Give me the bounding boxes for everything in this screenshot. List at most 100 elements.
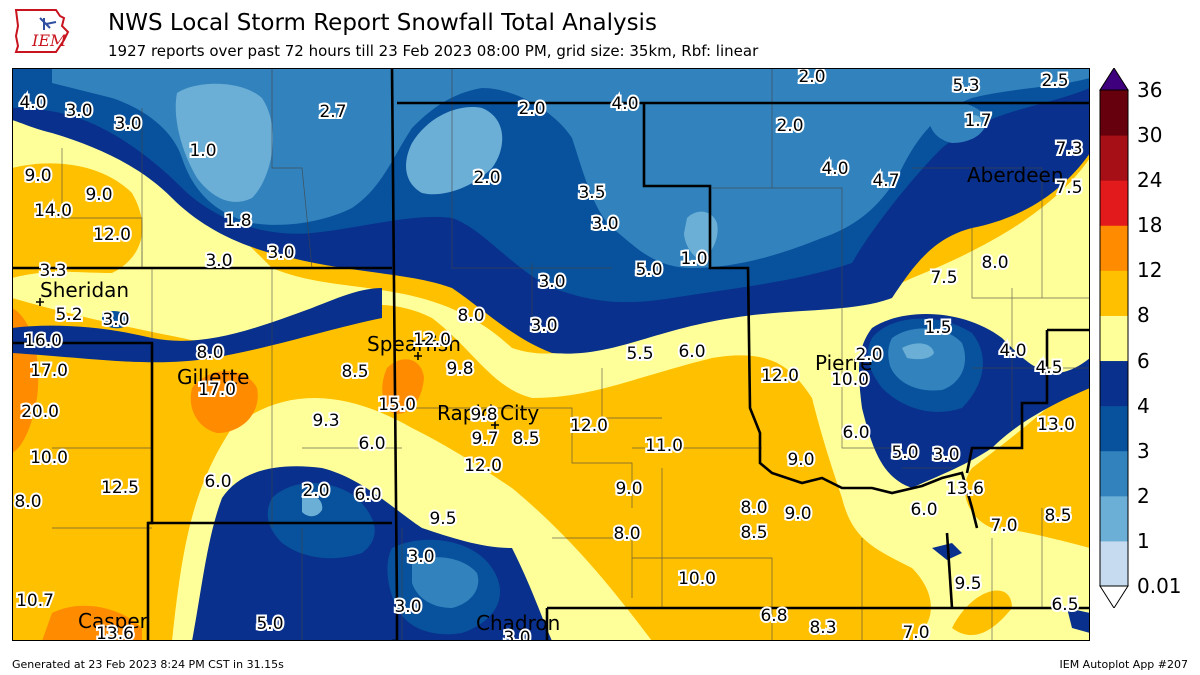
contour-label: 12.0	[413, 330, 451, 350]
contour-label: 5.5	[626, 344, 653, 364]
contour-label: 8.3	[809, 618, 836, 638]
contour-label: 2.0	[518, 99, 545, 119]
contour-label: 6.0	[910, 500, 937, 520]
page-title: NWS Local Storm Report Snowfall Total An…	[108, 10, 657, 36]
contour-label: 4.0	[19, 93, 46, 113]
page-subtitle: 1927 reports over past 72 hours till 23 …	[108, 42, 759, 60]
colorbar-tick-label: 12	[1137, 258, 1163, 283]
contour-label: 9.5	[429, 509, 456, 529]
contour-label: 1.5	[924, 318, 951, 338]
contour-label: 8.5	[341, 362, 368, 382]
contour-label: 9.0	[24, 166, 51, 186]
contour-label: 3.0	[394, 597, 421, 617]
contour-label: 8.0	[14, 492, 41, 512]
colorbar-band	[1100, 180, 1128, 226]
colorbar-tick-label: 18	[1137, 213, 1163, 238]
colorbar-tick-label: 36	[1137, 78, 1163, 102]
contour-label: 10.0	[30, 448, 68, 468]
contour-label: 7.0	[990, 516, 1017, 536]
colorbar-tick-label: 0.01	[1137, 574, 1182, 598]
contour-label: 14.0	[34, 201, 72, 221]
contour-label: 8.5	[1044, 506, 1071, 526]
contour-label: 5.2	[55, 305, 82, 325]
contour-label: 5.0	[635, 260, 662, 280]
contour-label: 7.5	[1055, 178, 1082, 198]
contour-label: 8.0	[457, 306, 484, 326]
contour-label: 3.5	[578, 183, 605, 203]
contour-label: 16.0	[24, 331, 62, 351]
contour-label: 1.0	[680, 249, 707, 269]
contour-label: 8.0	[740, 498, 767, 518]
contour-label: 10.0	[678, 569, 716, 589]
colorbar-tick-label: 24	[1137, 168, 1163, 193]
contour-label: 1.0	[189, 141, 216, 161]
contour-label: 3.0	[591, 214, 618, 234]
contour-label: 8.0	[981, 253, 1008, 273]
contour-label: 12.5	[101, 478, 139, 498]
contour-label: 4.0	[999, 341, 1026, 361]
colorbar-tick-label: 8	[1137, 303, 1150, 328]
contour-label: 2.0	[473, 168, 500, 188]
contour-label: 6.8	[760, 606, 787, 626]
colorbar-tick-label: 30	[1137, 123, 1163, 148]
contour-label: 9.5	[954, 574, 981, 594]
contour-label: 4.0	[821, 159, 848, 179]
contour-label: 3.3	[39, 261, 66, 281]
contour-label: 3.0	[503, 628, 530, 641]
contour-label: 12.0	[464, 456, 502, 476]
contour-label: 12.0	[570, 416, 608, 436]
contour-label: 6.0	[358, 434, 385, 454]
contour-label: 6.0	[354, 485, 381, 505]
contour-label: 7.0	[902, 623, 929, 641]
contour-label: 7.5	[930, 268, 957, 288]
contour-label: 3.0	[530, 316, 557, 336]
contour-label: 17.0	[198, 380, 236, 400]
contour-label: 6.0	[204, 472, 231, 492]
contour-label: 2.5	[1041, 71, 1068, 91]
contour-label: 6.0	[678, 342, 705, 362]
contour-label: 9.8	[470, 405, 497, 425]
contour-label: 2.0	[855, 345, 882, 365]
colorbar-tick-label: 3	[1137, 438, 1150, 463]
city-markers	[36, 298, 499, 429]
contour-label: 11.0	[645, 436, 683, 456]
contour-label: 3.0	[114, 114, 141, 134]
contour-label: 17.0	[30, 361, 68, 381]
contour-label: 9.8	[446, 359, 473, 379]
colorbar-band	[1100, 540, 1128, 587]
colorbar-band	[1100, 135, 1128, 181]
contour-label: 2.0	[798, 68, 825, 87]
contour-label: 3.0	[538, 272, 565, 292]
contour-label: 4.0	[611, 94, 638, 114]
contour-label: 13.0	[1037, 415, 1075, 435]
contour-label: 9.0	[784, 504, 811, 524]
contour-label: 3.0	[407, 547, 434, 567]
state-borders	[12, 68, 1090, 641]
contour-label: 2.0	[776, 116, 803, 136]
contour-label: 10.7	[16, 591, 54, 611]
contour-label: 9.0	[787, 450, 814, 470]
city-label-aberdeen: Aberdeen	[967, 163, 1064, 187]
colorbar-band	[1100, 90, 1128, 136]
contour-label: 6.0	[842, 423, 869, 443]
colorbar-tick-label: 2	[1137, 483, 1150, 508]
contour-label: 4.5	[1035, 358, 1062, 378]
footer-app: IEM Autoplot App #207	[1059, 658, 1189, 671]
colorbar-tick-label: 1	[1137, 528, 1150, 553]
colorbar-band	[1100, 270, 1128, 316]
colorbar-band	[1100, 450, 1128, 497]
city-label-sheridan: Sheridan	[40, 278, 129, 302]
colorbar-tick-label: 6	[1137, 348, 1150, 373]
contour-label: 12.0	[761, 366, 799, 386]
snowfall-map: Sheridan Gillette Spearfish Rapid City P…	[12, 68, 1090, 641]
city-label-pierre: Pierre	[815, 351, 872, 375]
contour-label: 9.0	[615, 479, 642, 499]
contour-label: 20.0	[21, 402, 59, 422]
contour-label: 5.0	[256, 614, 283, 634]
colorbar	[1099, 68, 1129, 608]
logo-text: IEM	[31, 31, 67, 50]
city-label-chadron: Chadron	[476, 611, 560, 635]
contour-label: 10.0	[831, 370, 869, 390]
colorbar-band	[1100, 225, 1128, 271]
contour-label: 2.0	[302, 481, 329, 501]
